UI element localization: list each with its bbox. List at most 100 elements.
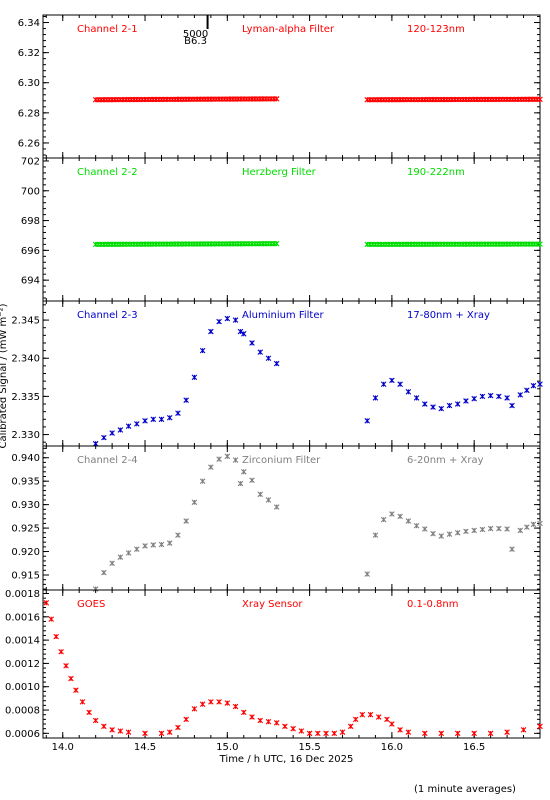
data-point	[208, 464, 214, 470]
data-point	[384, 716, 390, 723]
data-point	[380, 381, 387, 387]
panel-filter-label: Zirconium Filter	[242, 455, 321, 466]
series-ch2-4	[92, 453, 543, 592]
data-point	[125, 423, 132, 429]
data-point	[315, 730, 321, 737]
y-tick-label: 700	[21, 186, 40, 197]
y-tick-label: 0.0014	[5, 636, 40, 647]
data-point	[273, 360, 280, 367]
data-point	[504, 526, 510, 532]
data-point	[438, 405, 445, 412]
data-point	[249, 340, 255, 346]
data-point	[109, 560, 115, 567]
data-point	[509, 402, 515, 409]
data-point	[117, 427, 124, 433]
y-tick-label: 0.935	[11, 477, 40, 488]
data-point	[183, 716, 189, 723]
panel-channel-label: Channel 2-1	[77, 24, 138, 35]
series-ch2-1	[92, 96, 543, 103]
data-point	[232, 457, 239, 463]
y-tick-label: 0.0010	[5, 682, 40, 693]
y-tick-label: 0.0006	[5, 729, 40, 740]
data-point	[389, 377, 395, 384]
data-point	[380, 516, 387, 523]
data-point	[257, 717, 264, 724]
y-tick-label: 702	[21, 156, 40, 167]
data-point	[166, 540, 173, 546]
data-point	[166, 729, 173, 735]
data-point	[282, 723, 288, 730]
data-point	[496, 393, 502, 400]
data-point	[422, 526, 428, 532]
data-point	[265, 355, 272, 362]
y-tick-label: 0.940	[11, 453, 40, 464]
data-point	[298, 728, 305, 734]
data-point	[537, 96, 543, 103]
data-point	[352, 716, 359, 723]
data-point	[397, 381, 403, 387]
panel-band-label: 17-80nm + Xray	[407, 310, 490, 321]
x-tick-label: 15.5	[298, 742, 320, 753]
data-point	[405, 518, 412, 524]
data-point	[496, 525, 502, 532]
data-point	[372, 532, 379, 538]
data-point	[142, 730, 148, 737]
data-point	[479, 393, 486, 400]
data-point	[232, 317, 239, 323]
data-point	[68, 675, 74, 682]
panel-channel-label: Channel 2-2	[77, 167, 138, 178]
data-point	[199, 478, 206, 484]
data-point	[389, 511, 395, 517]
data-point	[117, 728, 124, 734]
data-point	[504, 395, 510, 401]
data-point	[339, 729, 346, 735]
data-point	[273, 720, 280, 726]
data-point	[125, 550, 132, 556]
data-point	[101, 569, 107, 576]
panel-channel-label: GOES	[77, 599, 105, 610]
data-point	[142, 418, 148, 424]
data-point	[199, 701, 206, 707]
data-point	[537, 381, 543, 387]
data-point	[208, 699, 214, 705]
y-tick-label: 0.0012	[5, 659, 40, 670]
data-point	[446, 402, 453, 409]
data-point	[134, 546, 140, 552]
data-point	[530, 382, 537, 389]
data-point	[117, 554, 124, 560]
data-point	[389, 721, 395, 727]
data-point	[487, 525, 494, 532]
series-ch2-2	[92, 240, 543, 248]
y-tick-label: 6.30	[18, 78, 40, 89]
data-point	[191, 499, 198, 506]
data-point	[224, 700, 231, 706]
data-point	[257, 349, 264, 355]
data-point	[249, 477, 255, 484]
data-point	[290, 725, 296, 732]
data-point	[158, 541, 165, 548]
y-tick-label: 0.915	[11, 570, 40, 581]
data-point	[175, 410, 181, 416]
data-point	[273, 240, 280, 247]
data-point	[454, 529, 461, 536]
y-tick-label: 0.0008	[5, 706, 40, 717]
data-point	[48, 616, 55, 622]
data-point	[397, 513, 403, 520]
data-point	[517, 527, 524, 534]
x-tick-label: 14.0	[52, 742, 74, 753]
flare-marker-label: 5000	[183, 29, 208, 40]
data-point	[101, 723, 107, 730]
x-tick-label: 16.0	[381, 742, 403, 753]
panel-band-label: 190-222nm	[407, 167, 465, 178]
y-tick-label: 0.930	[11, 500, 40, 511]
data-point	[509, 546, 515, 552]
panel-goes: 0.0006 0.0008 0.0010 0.0012 0.0014 0.0016 0.00…	[5, 589, 543, 740]
data-point	[150, 416, 157, 423]
data-point	[134, 421, 140, 427]
data-point	[158, 730, 165, 737]
data-point	[249, 714, 255, 720]
panels-group: 6.26 6.28 6.30 6.32 6.34 Channel 2-1 Lyman-alp…	[5, 14, 543, 740]
data-point	[216, 456, 222, 462]
